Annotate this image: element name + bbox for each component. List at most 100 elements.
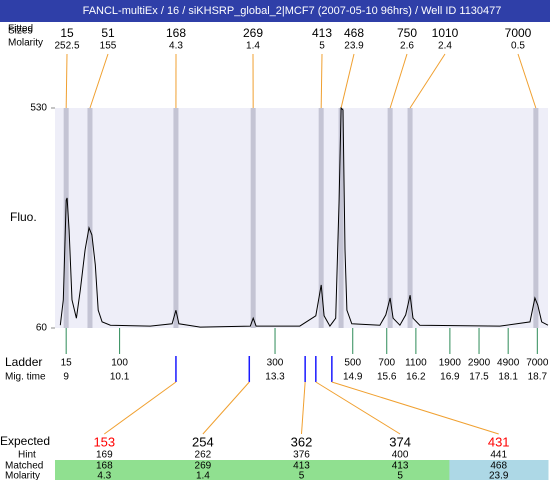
fragment-connector <box>331 381 499 435</box>
matched-size: 168 <box>96 461 113 472</box>
row-label: Mig. time <box>5 372 46 383</box>
peak-band <box>338 108 344 328</box>
peak-molarity: 2.4 <box>438 41 452 52</box>
peak-band <box>173 108 179 328</box>
peak-molarity: 155 <box>100 41 117 52</box>
ladder-size: 2900 <box>468 358 491 369</box>
ladder-time: 18.7 <box>528 372 548 383</box>
title-bar <box>0 0 550 22</box>
ladder-size: 100 <box>111 358 128 369</box>
hint-size: 376 <box>293 450 310 461</box>
peak-size: 269 <box>243 26 263 40</box>
hint-size: 400 <box>392 450 409 461</box>
chart-title: FANCL-multiEx / 16 / siKHSRP_global_2|MC… <box>83 5 502 17</box>
ladder-size: 700 <box>378 358 395 369</box>
hint-size: 262 <box>195 450 212 461</box>
matched-cell <box>252 460 352 480</box>
peak-molarity: 4.3 <box>169 41 183 52</box>
fragment-connector <box>202 381 250 435</box>
matched-cell <box>153 460 253 480</box>
ladder-time: 10.1 <box>110 372 130 383</box>
peak-connector <box>340 53 355 109</box>
peak-size: 51 <box>101 26 115 40</box>
expected-size: 362 <box>291 434 313 449</box>
peak-molarity: 23.9 <box>344 41 364 52</box>
trace <box>59 106 549 328</box>
peak-size: 168 <box>166 26 186 40</box>
matched-molarity: 4.3 <box>97 471 111 480</box>
peak-size: 413 <box>312 26 332 40</box>
peak-size: 750 <box>397 26 417 40</box>
ladder-time: 16.2 <box>406 372 426 383</box>
peak-connector <box>409 53 446 109</box>
hint-size: 169 <box>96 450 113 461</box>
matched-cell <box>449 460 549 480</box>
matched-size: 269 <box>195 461 212 472</box>
expected-size: 374 <box>389 434 411 449</box>
peak-band <box>533 108 539 328</box>
row-label: Matched <box>5 461 43 472</box>
peak-molarity: 1.4 <box>246 41 260 52</box>
expected-size: 153 <box>93 434 115 449</box>
ladder-size: 1100 <box>405 358 427 369</box>
fragment-connector <box>104 381 177 435</box>
matched-size: 413 <box>293 461 310 472</box>
peak-size: 15 <box>60 26 74 40</box>
peak-size: 468 <box>344 26 364 40</box>
ladder-size: 300 <box>267 358 284 369</box>
ladder-time: 17.5 <box>469 372 489 383</box>
ladder-time: 9 <box>63 372 69 383</box>
matched-size: 468 <box>490 461 507 472</box>
row-label: Fitted <box>8 24 33 35</box>
ladder-size: 4900 <box>497 358 520 369</box>
matched-cell <box>350 460 450 480</box>
peak-size: 1010 <box>432 26 459 40</box>
ladder-time: 15.6 <box>377 372 397 383</box>
hint-size: 441 <box>490 450 507 461</box>
row-label: Sizes <box>8 26 32 37</box>
ladder-time: 18.1 <box>498 372 518 383</box>
peak-molarity: 252.5 <box>54 41 79 52</box>
matched-molarity: 23.9 <box>489 471 509 480</box>
fragment-connector <box>301 381 306 435</box>
ladder-size: 1900 <box>439 358 462 369</box>
matched-molarity: 1.4 <box>196 471 210 480</box>
ladder-size: 7000 <box>526 358 549 369</box>
peak-band <box>318 108 324 328</box>
peak-band <box>387 108 393 328</box>
peak-connector <box>65 53 68 109</box>
peak-connector <box>517 53 537 109</box>
matched-molarity: 5 <box>397 471 403 480</box>
peak-size: 7000 <box>505 26 532 40</box>
matched-cell <box>55 460 155 480</box>
y-tick-label: 530 <box>30 103 47 114</box>
y-axis-label: Fluo. <box>10 210 37 224</box>
peak-molarity: 2.6 <box>400 41 414 52</box>
row-label: Hint <box>18 450 36 461</box>
ladder-size: 500 <box>344 358 361 369</box>
fragment-connector <box>315 381 401 435</box>
ladder-time: 14.9 <box>343 372 363 383</box>
y-tick-label: 60 <box>36 323 48 334</box>
peak-band <box>407 108 413 328</box>
row-label: Expected <box>0 434 50 448</box>
ladder-time: 13.3 <box>265 372 285 383</box>
expected-size: 431 <box>488 434 510 449</box>
peak-molarity: 5 <box>319 41 325 52</box>
peak-connector <box>320 53 323 109</box>
peak-connector <box>89 53 109 109</box>
row-label: Molarity <box>8 38 43 49</box>
peak-band <box>250 108 256 328</box>
peak-band <box>87 108 93 328</box>
expected-size: 254 <box>192 434 214 449</box>
matched-molarity: 5 <box>299 471 305 480</box>
peak-connector <box>389 53 408 109</box>
row-label: Molarity <box>5 471 40 480</box>
peak-molarity: 0.5 <box>511 41 525 52</box>
row-label: Ladder <box>5 355 42 369</box>
ladder-time: 16.9 <box>440 372 460 383</box>
matched-size: 413 <box>392 461 409 472</box>
ladder-size: 15 <box>61 358 73 369</box>
plot-area <box>55 108 548 328</box>
